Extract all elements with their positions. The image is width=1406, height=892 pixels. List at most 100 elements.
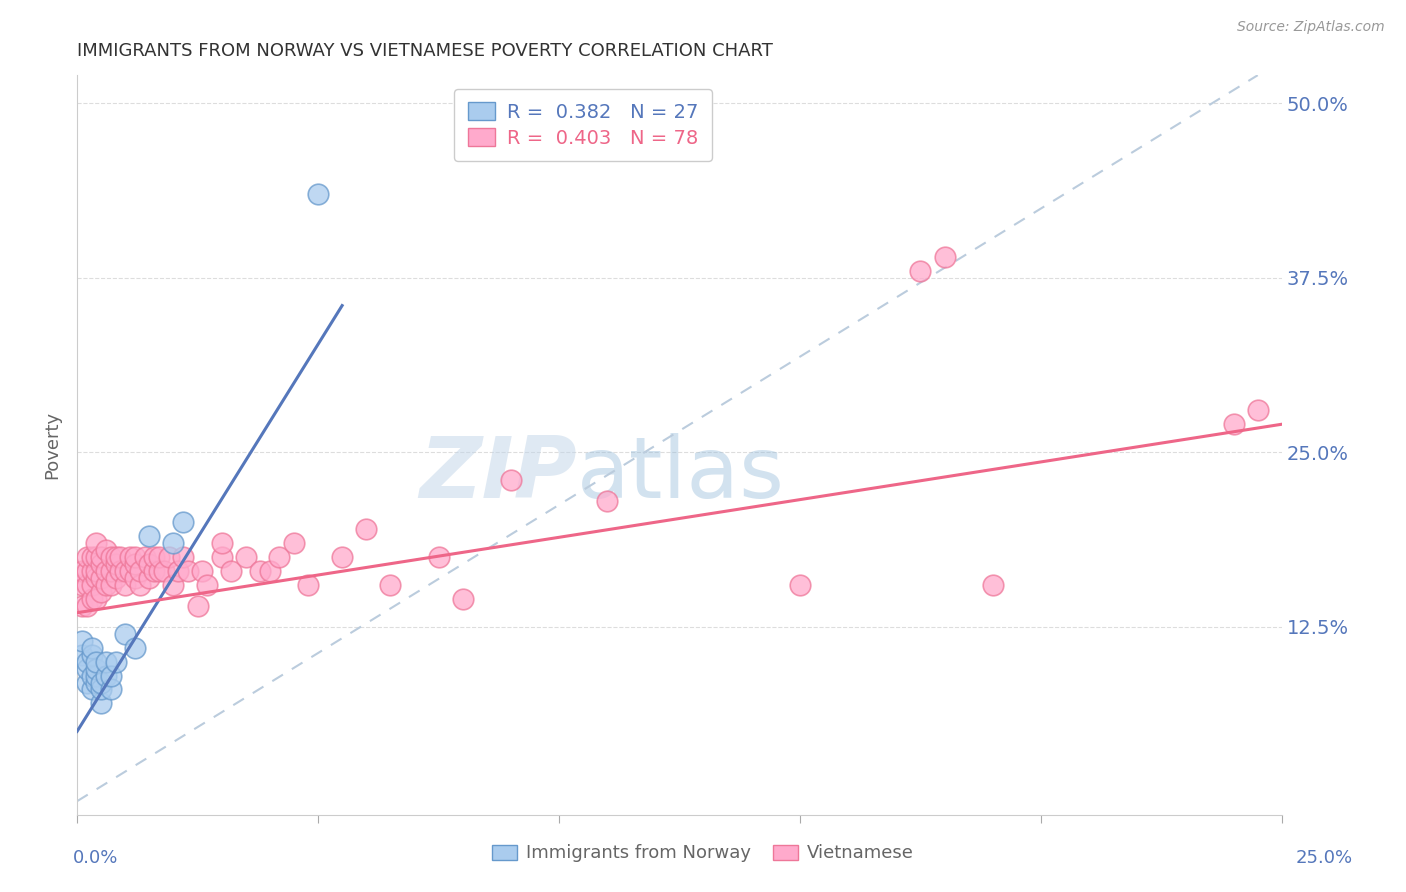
Point [104,557,127,571]
Text: IMMIGRANTS FROM NORWAY VS VIETNAMESE POVERTY CORRELATION CHART: IMMIGRANTS FROM NORWAY VS VIETNAMESE POV… [77,42,773,60]
Point [211,536,233,550]
Point [120,564,142,578]
Point [104,549,127,564]
Text: 0.0%: 0.0% [73,849,118,867]
Point [90,682,112,697]
Point [94,564,117,578]
Point [104,655,127,669]
Point [187,599,209,613]
Point [100,549,122,564]
Point [167,564,190,578]
Point [76,564,98,578]
Point [100,564,122,578]
Point [114,578,136,592]
Y-axis label: Poverty: Poverty [44,411,60,479]
Point [172,515,194,529]
Point [76,662,98,676]
Point [86,564,108,578]
Point [80,591,103,606]
Point [120,549,142,564]
Point [143,549,166,564]
Point [596,494,619,508]
Point [90,557,112,571]
Point [76,578,98,592]
Point [94,578,117,592]
Point [153,564,176,578]
Point [143,564,166,578]
Point [162,578,184,592]
Point [76,599,98,613]
Point [259,564,281,578]
Point [297,578,319,592]
Point [148,549,170,564]
Point [499,473,522,487]
Text: ZIP: ZIP [419,434,576,516]
Point [138,529,160,543]
Point [269,549,291,564]
Point [80,640,103,655]
Point [76,655,98,669]
Point [80,578,103,592]
Legend: Immigrants from Norway, Vietnamese: Immigrants from Norway, Vietnamese [485,838,921,870]
Legend: R =  0.382   N = 27, R =  0.403   N = 78: R = 0.382 N = 27, R = 0.403 N = 78 [454,88,711,161]
Point [100,668,122,682]
Point [114,626,136,640]
Point [211,549,233,564]
Point [138,557,160,571]
Point [910,263,932,277]
Text: Source: ZipAtlas.com: Source: ZipAtlas.com [1237,20,1385,34]
Point [124,640,146,655]
Point [330,549,353,564]
Point [86,591,108,606]
Text: 25.0%: 25.0% [1296,849,1353,867]
Point [451,591,474,606]
Point [86,536,108,550]
Point [934,250,956,264]
Point [128,578,150,592]
Point [981,578,1004,592]
Point [235,549,257,564]
Text: atlas: atlas [576,434,785,516]
Point [1222,417,1244,432]
Point [80,648,103,662]
Point [124,557,146,571]
Point [191,564,214,578]
Point [86,668,108,682]
Point [789,578,811,592]
Point [283,536,305,550]
Point [86,549,108,564]
Point [172,549,194,564]
Point [124,571,146,585]
Point [162,536,184,550]
Point [94,668,117,682]
Point [110,564,132,578]
Point [70,578,93,592]
Point [86,571,108,585]
Point [94,655,117,669]
Point [195,578,218,592]
Point [354,522,377,536]
Point [90,697,112,711]
Point [76,549,98,564]
Point [70,648,93,662]
Point [86,675,108,690]
Point [86,662,108,676]
Point [104,571,127,585]
Point [80,682,103,697]
Point [249,564,271,578]
Point [80,564,103,578]
Point [128,564,150,578]
Point [100,682,122,697]
Point [70,633,93,648]
Point [177,564,200,578]
Point [1247,403,1270,417]
Point [90,675,112,690]
Point [86,655,108,669]
Point [427,549,450,564]
Point [90,549,112,564]
Point [157,549,180,564]
Point [138,571,160,585]
Point [80,668,103,682]
Point [100,578,122,592]
Point [70,599,93,613]
